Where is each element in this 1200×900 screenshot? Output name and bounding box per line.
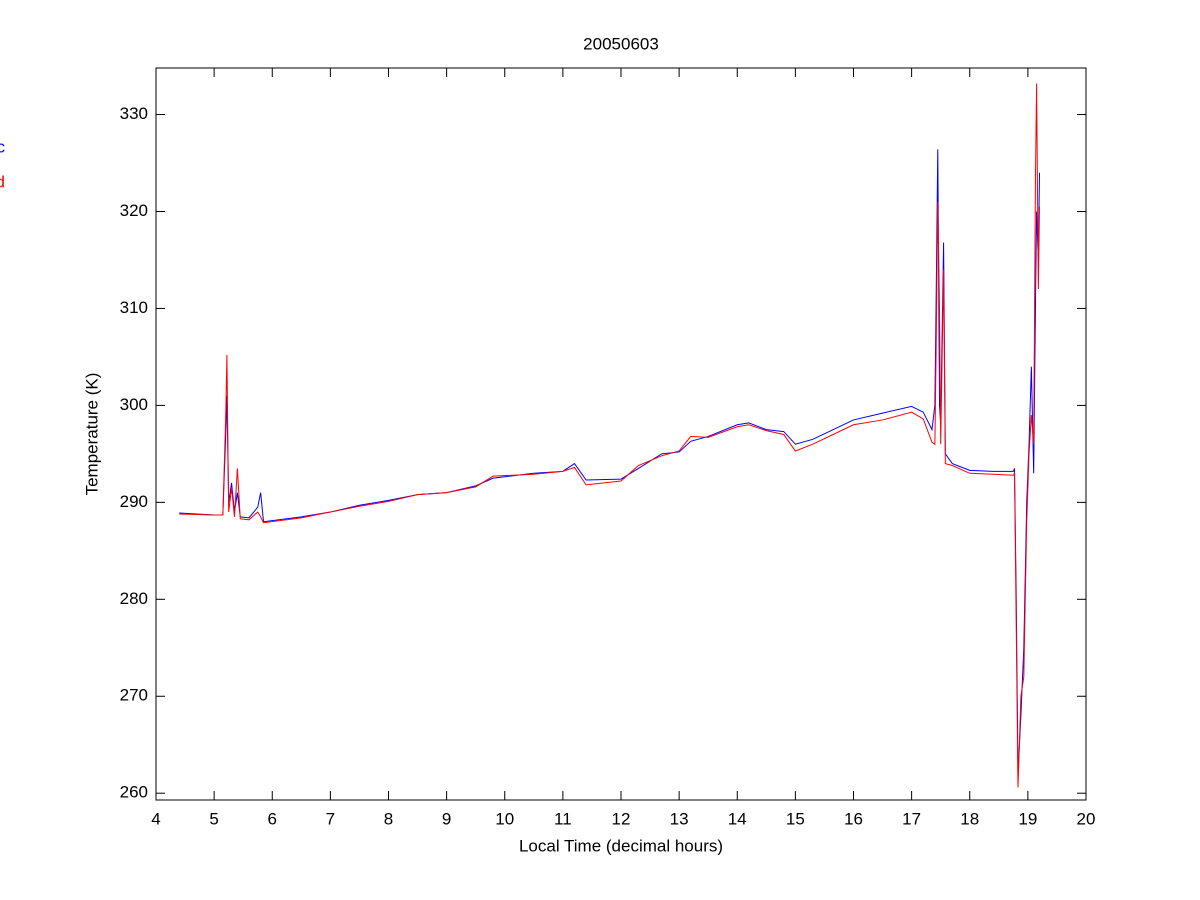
y-tick-label: 330: [120, 104, 148, 123]
x-tick-label: 11: [554, 809, 572, 828]
y-tick-label: 320: [120, 201, 148, 220]
x-tick-label: 6: [268, 809, 277, 828]
y-tick-label: 280: [120, 589, 148, 608]
x-tick-label: 16: [844, 809, 863, 828]
x-tick-label: 10: [495, 809, 514, 828]
x-tick-label: 7: [326, 809, 335, 828]
x-tick-label: 12: [612, 809, 631, 828]
legend-label: d: [0, 172, 5, 191]
x-tick-label: 9: [442, 809, 451, 828]
series-line: [179, 83, 1040, 788]
x-tick-label: 19: [1018, 809, 1037, 828]
x-tick-label: 14: [728, 809, 747, 828]
x-tick-label: 20: [1077, 809, 1096, 828]
y-tick-label: 270: [120, 686, 148, 705]
x-tick-label: 4: [151, 809, 160, 828]
y-tick-label: 290: [120, 492, 148, 511]
y-tick-label: 260: [120, 783, 148, 802]
x-tick-label: 5: [209, 809, 218, 828]
y-axis-label: Temperature (K): [82, 373, 101, 496]
x-tick-label: 17: [902, 809, 921, 828]
legend-label: c: [0, 137, 6, 156]
x-tick-label: 18: [960, 809, 979, 828]
y-tick-label: 300: [120, 395, 148, 414]
plot-frame: [155, 67, 1087, 801]
x-tick-label: 15: [786, 809, 805, 828]
x-axis-label: Local Time (decimal hours): [519, 836, 723, 855]
y-tick-label: 310: [120, 298, 148, 317]
x-tick-label: 13: [670, 809, 689, 828]
x-tick-label: 8: [384, 809, 393, 828]
chart-title: 20050603: [583, 34, 659, 53]
